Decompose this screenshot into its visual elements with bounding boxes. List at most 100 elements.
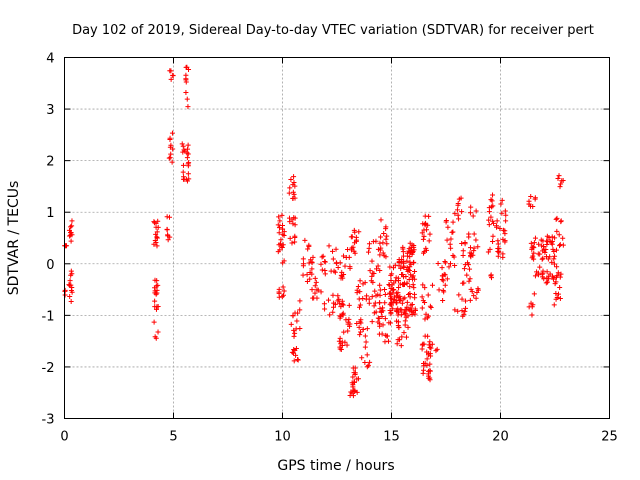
data-point	[185, 161, 191, 167]
data-point	[290, 313, 296, 319]
data-point	[429, 282, 435, 288]
data-point	[551, 248, 557, 254]
data-point	[422, 300, 428, 306]
data-point	[425, 352, 431, 358]
data-point	[424, 227, 430, 233]
data-point	[322, 271, 328, 277]
data-point	[367, 359, 373, 365]
data-point	[459, 209, 465, 215]
data-point	[379, 313, 385, 319]
data-point	[547, 254, 553, 260]
data-point	[425, 371, 431, 377]
data-point	[539, 271, 545, 277]
data-point	[339, 269, 345, 275]
data-point	[377, 268, 383, 274]
data-point	[186, 176, 192, 182]
y-axis-label: SDTVAR / TECUs	[6, 181, 22, 296]
data-point	[452, 262, 458, 268]
data-point	[382, 286, 388, 292]
data-point	[322, 306, 328, 312]
data-point	[68, 224, 74, 230]
data-point	[427, 344, 433, 350]
data-point	[170, 73, 176, 79]
data-point	[429, 341, 435, 347]
data-point	[335, 293, 341, 299]
data-point	[330, 292, 336, 298]
data-point	[494, 224, 500, 230]
data-point	[377, 306, 383, 312]
data-point	[467, 250, 473, 256]
data-point	[398, 312, 404, 318]
data-point	[365, 249, 371, 255]
data-point	[327, 312, 333, 318]
data-point	[403, 334, 409, 340]
data-point	[352, 387, 358, 393]
data-point	[291, 215, 297, 221]
data-point	[488, 214, 494, 220]
data-point	[292, 330, 298, 336]
data-point	[467, 266, 473, 272]
data-point	[184, 155, 190, 161]
data-point	[167, 234, 173, 240]
data-point	[455, 200, 461, 206]
data-point	[558, 271, 564, 277]
data-point	[383, 236, 389, 242]
data-point	[154, 234, 160, 240]
data-point	[66, 227, 72, 233]
data-point	[447, 261, 453, 267]
data-point	[556, 232, 562, 238]
data-point	[68, 238, 74, 244]
data-point	[291, 174, 297, 180]
data-point	[400, 282, 406, 288]
data-point	[337, 313, 343, 319]
data-point	[407, 264, 413, 270]
data-point	[377, 292, 383, 298]
data-point	[325, 297, 331, 303]
data-point	[309, 271, 315, 277]
data-point	[153, 239, 159, 245]
data-point	[549, 259, 555, 265]
data-point	[551, 276, 557, 282]
data-point	[428, 345, 434, 351]
data-point	[297, 298, 303, 304]
data-point	[499, 197, 505, 203]
data-point	[425, 333, 431, 339]
data-point	[326, 243, 332, 249]
data-point	[554, 215, 560, 221]
data-point	[400, 253, 406, 259]
data-point	[371, 310, 377, 316]
data-point	[541, 276, 547, 282]
data-point	[388, 272, 394, 278]
data-point	[378, 217, 384, 223]
data-point	[554, 264, 560, 270]
data-point	[179, 141, 185, 147]
data-point	[348, 389, 354, 395]
data-point	[353, 234, 359, 240]
data-point	[532, 196, 538, 202]
data-point	[382, 316, 388, 322]
data-point	[377, 282, 383, 288]
data-point	[277, 218, 283, 224]
data-point	[475, 244, 481, 250]
data-point	[446, 264, 452, 270]
x-tick-label: 20	[492, 430, 509, 445]
data-point	[407, 240, 413, 246]
data-point	[319, 254, 325, 260]
data-point	[342, 263, 348, 269]
data-point	[276, 225, 282, 231]
data-point	[379, 331, 385, 337]
data-point	[460, 248, 466, 254]
data-point	[357, 289, 363, 295]
data-point	[304, 272, 310, 278]
data-point	[378, 245, 384, 251]
data-point	[356, 324, 362, 330]
data-point	[281, 288, 287, 294]
data-point	[459, 296, 465, 302]
data-point	[377, 252, 383, 258]
data-point	[169, 159, 175, 165]
data-point	[396, 325, 402, 331]
data-point	[292, 239, 298, 245]
x-tick-label: 0	[60, 430, 68, 445]
data-point	[398, 265, 404, 271]
data-point	[185, 146, 191, 152]
